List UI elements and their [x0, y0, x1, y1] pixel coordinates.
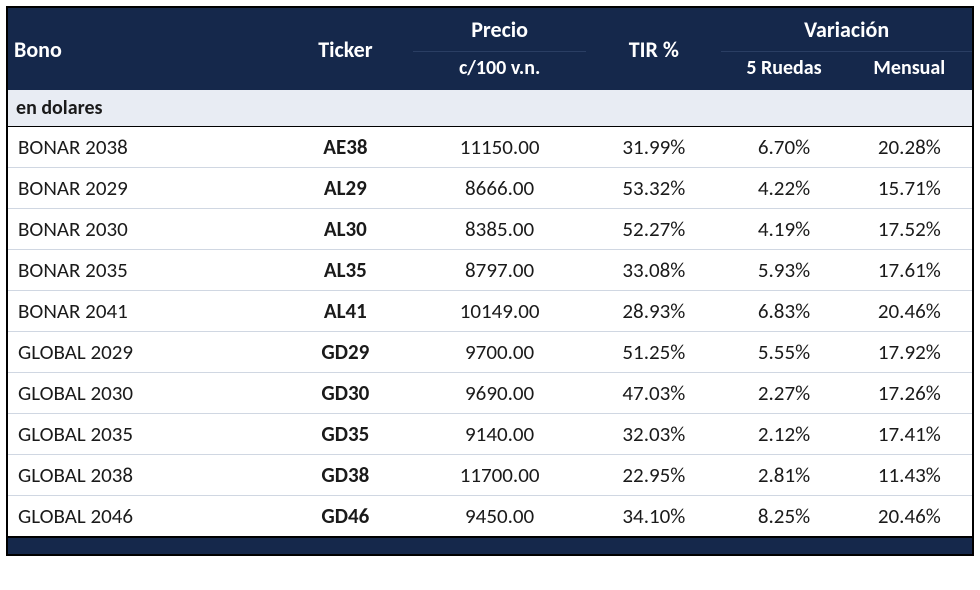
table-row: BONAR 2035AL358797.0033.08%5.93%17.61% — [8, 250, 972, 291]
header-variacion: Variación — [721, 8, 972, 52]
cell-precio: 10149.00 — [413, 291, 587, 332]
cell-precio: 8666.00 — [413, 168, 587, 209]
section-row: en dolares — [8, 90, 972, 127]
cell-5ruedas: 4.19% — [721, 209, 846, 250]
table-row: BONAR 2038AE3811150.0031.99%6.70%20.28% — [8, 127, 972, 168]
bond-table-container: Bono Ticker Precio TIR % Variación c/100… — [6, 6, 974, 556]
cell-ticker: GD30 — [278, 373, 413, 414]
table-body: en dolares BONAR 2038AE3811150.0031.99%6… — [8, 90, 972, 536]
table-row: GLOBAL 2035GD359140.0032.03%2.12%17.41% — [8, 414, 972, 455]
cell-ticker: GD46 — [278, 496, 413, 537]
table-row: BONAR 2029AL298666.0053.32%4.22%15.71% — [8, 168, 972, 209]
header-tir: TIR % — [586, 8, 721, 90]
cell-5ruedas: 8.25% — [721, 496, 846, 537]
cell-tir: 31.99% — [586, 127, 721, 168]
header-5ruedas: 5 Ruedas — [721, 52, 846, 91]
table-footer-bar — [8, 536, 972, 554]
cell-mensual: 20.46% — [847, 496, 972, 537]
cell-ticker: AL29 — [278, 168, 413, 209]
cell-5ruedas: 4.22% — [721, 168, 846, 209]
cell-bono: BONAR 2035 — [8, 250, 278, 291]
cell-tir: 33.08% — [586, 250, 721, 291]
cell-5ruedas: 2.27% — [721, 373, 846, 414]
header-mensual: Mensual — [847, 52, 972, 91]
header-bono: Bono — [8, 8, 278, 90]
cell-5ruedas: 2.81% — [721, 455, 846, 496]
cell-ticker: AL30 — [278, 209, 413, 250]
table-row: GLOBAL 2046GD469450.0034.10%8.25%20.46% — [8, 496, 972, 537]
cell-tir: 32.03% — [586, 414, 721, 455]
cell-bono: GLOBAL 2029 — [8, 332, 278, 373]
cell-mensual: 11.43% — [847, 455, 972, 496]
cell-precio: 8797.00 — [413, 250, 587, 291]
cell-bono: GLOBAL 2035 — [8, 414, 278, 455]
table-row: GLOBAL 2029GD299700.0051.25%5.55%17.92% — [8, 332, 972, 373]
header-precio-line2: c/100 v.n. — [413, 52, 587, 91]
cell-ticker: GD29 — [278, 332, 413, 373]
cell-tir: 52.27% — [586, 209, 721, 250]
table-header: Bono Ticker Precio TIR % Variación c/100… — [8, 8, 972, 90]
cell-mensual: 17.26% — [847, 373, 972, 414]
cell-bono: GLOBAL 2030 — [8, 373, 278, 414]
table-row: GLOBAL 2038GD3811700.0022.95%2.81%11.43% — [8, 455, 972, 496]
cell-bono: BONAR 2030 — [8, 209, 278, 250]
cell-tir: 53.32% — [586, 168, 721, 209]
cell-5ruedas: 6.70% — [721, 127, 846, 168]
cell-precio: 8385.00 — [413, 209, 587, 250]
cell-mensual: 20.28% — [847, 127, 972, 168]
cell-bono: BONAR 2041 — [8, 291, 278, 332]
cell-mensual: 17.41% — [847, 414, 972, 455]
cell-bono: GLOBAL 2046 — [8, 496, 278, 537]
cell-ticker: AE38 — [278, 127, 413, 168]
cell-bono: BONAR 2029 — [8, 168, 278, 209]
bond-table: Bono Ticker Precio TIR % Variación c/100… — [8, 8, 972, 536]
cell-ticker: GD35 — [278, 414, 413, 455]
table-row: BONAR 2030AL308385.0052.27%4.19%17.52% — [8, 209, 972, 250]
cell-precio: 9700.00 — [413, 332, 587, 373]
cell-ticker: GD38 — [278, 455, 413, 496]
cell-bono: GLOBAL 2038 — [8, 455, 278, 496]
cell-tir: 34.10% — [586, 496, 721, 537]
cell-ticker: AL35 — [278, 250, 413, 291]
cell-5ruedas: 2.12% — [721, 414, 846, 455]
cell-bono: BONAR 2038 — [8, 127, 278, 168]
cell-precio: 11150.00 — [413, 127, 587, 168]
cell-mensual: 17.92% — [847, 332, 972, 373]
cell-5ruedas: 5.93% — [721, 250, 846, 291]
cell-mensual: 17.61% — [847, 250, 972, 291]
cell-precio: 9140.00 — [413, 414, 587, 455]
cell-tir: 51.25% — [586, 332, 721, 373]
table-row: GLOBAL 2030GD309690.0047.03%2.27%17.26% — [8, 373, 972, 414]
cell-tir: 22.95% — [586, 455, 721, 496]
cell-mensual: 15.71% — [847, 168, 972, 209]
cell-precio: 9450.00 — [413, 496, 587, 537]
cell-tir: 28.93% — [586, 291, 721, 332]
header-precio-line1: Precio — [413, 8, 587, 52]
cell-precio: 11700.00 — [413, 455, 587, 496]
cell-tir: 47.03% — [586, 373, 721, 414]
table-row: BONAR 2041AL4110149.0028.93%6.83%20.46% — [8, 291, 972, 332]
cell-mensual: 17.52% — [847, 209, 972, 250]
cell-precio: 9690.00 — [413, 373, 587, 414]
cell-5ruedas: 6.83% — [721, 291, 846, 332]
cell-mensual: 20.46% — [847, 291, 972, 332]
section-label: en dolares — [8, 90, 972, 127]
header-ticker: Ticker — [278, 8, 413, 90]
cell-ticker: AL41 — [278, 291, 413, 332]
cell-5ruedas: 5.55% — [721, 332, 846, 373]
